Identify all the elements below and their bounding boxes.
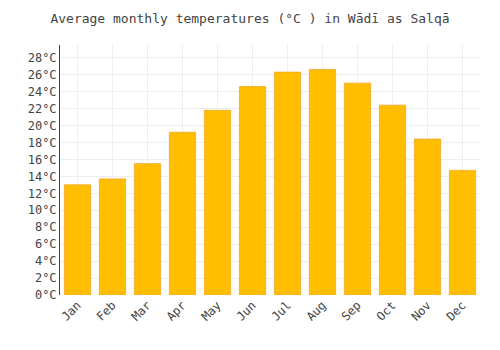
svg-text:16°C: 16°C <box>28 153 57 167</box>
svg-text:28°C: 28°C <box>28 51 57 65</box>
svg-text:20°C: 20°C <box>28 119 57 133</box>
svg-text:6°C: 6°C <box>35 237 57 251</box>
svg-text:Mar: Mar <box>129 298 154 323</box>
svg-text:Feb: Feb <box>94 298 119 323</box>
svg-text:4°C: 4°C <box>35 254 57 268</box>
svg-text:Apr: Apr <box>164 298 189 323</box>
svg-text:Jun: Jun <box>234 298 259 323</box>
svg-text:8°C: 8°C <box>35 220 57 234</box>
svg-text:2°C: 2°C <box>35 271 57 285</box>
svg-text:Nov: Nov <box>409 298 434 323</box>
svg-text:26°C: 26°C <box>28 68 57 82</box>
svg-text:14°C: 14°C <box>28 170 57 184</box>
svg-text:May: May <box>199 298 224 323</box>
svg-text:0°C: 0°C <box>35 288 57 302</box>
svg-text:10°C: 10°C <box>28 203 57 217</box>
svg-text:18°C: 18°C <box>28 136 57 150</box>
svg-text:Jan: Jan <box>59 298 84 323</box>
svg-text:Average monthly temperatures (: Average monthly temperatures (°C ) in Wā… <box>50 11 449 26</box>
svg-text:Dec: Dec <box>444 298 469 323</box>
svg-text:22°C: 22°C <box>28 102 57 116</box>
svg-text:24°C: 24°C <box>28 85 57 99</box>
svg-text:12°C: 12°C <box>28 187 57 201</box>
svg-text:Jul: Jul <box>269 298 294 323</box>
svg-text:Sep: Sep <box>339 298 364 323</box>
svg-text:Oct: Oct <box>374 298 399 323</box>
svg-text:Aug: Aug <box>304 298 329 323</box>
